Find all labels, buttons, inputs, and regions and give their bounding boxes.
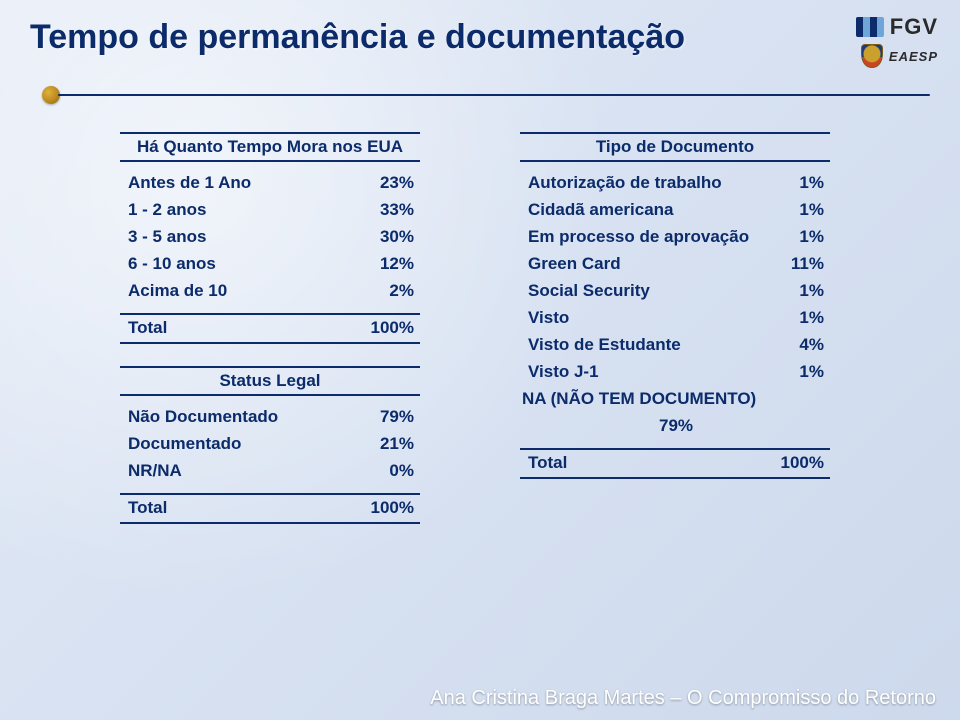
table-row: 6 - 10 anos12% — [120, 251, 420, 278]
col-left: Há Quanto Tempo Mora nos EUA Antes de 1 … — [120, 132, 420, 524]
table-row: Acima de 102% — [120, 278, 420, 305]
totals-status: Total100% — [120, 493, 420, 524]
total-label: Total — [128, 497, 354, 520]
total-row: Total100% — [120, 315, 420, 342]
logo-block: FGV EAESP — [798, 14, 938, 68]
eaesp-text: EAESP — [889, 49, 938, 64]
section-title-tempo: Há Quanto Tempo Mora nos EUA — [120, 132, 420, 162]
cell-label: Não Documentado — [128, 406, 354, 429]
fgv-logo: FGV — [798, 14, 938, 40]
table-row: NR/NA0% — [120, 458, 420, 485]
divider-line — [58, 94, 930, 96]
cell-label: Acima de 10 — [128, 280, 354, 303]
fgv-text: FGV — [890, 14, 938, 40]
col-right: Tipo de Documento Autorização de trabalh… — [520, 132, 830, 479]
cell-value: 30% — [354, 226, 414, 249]
cell-label: Autorização de trabalho — [528, 172, 764, 195]
cell-label: Em processo de aprovação — [528, 226, 764, 249]
total-row: Total100% — [120, 495, 420, 522]
table-row-na-val: 79% — [520, 413, 830, 440]
cell-label: Visto de Estudante — [528, 334, 764, 357]
total-label: Total — [528, 452, 764, 475]
crest-icon — [861, 44, 883, 68]
table-row: Visto de Estudante4% — [520, 332, 830, 359]
cell-label: 6 - 10 anos — [128, 253, 354, 276]
table-row: 3 - 5 anos30% — [120, 224, 420, 251]
table-tempo: Antes de 1 Ano23% 1 - 2 anos33% 3 - 5 an… — [120, 170, 420, 305]
cell-value — [764, 388, 824, 411]
section-title-status: Status Legal — [120, 366, 420, 396]
cell-value: 1% — [764, 307, 824, 330]
cell-label: 1 - 2 anos — [128, 199, 354, 222]
cell-value: 1% — [764, 172, 824, 195]
cell-label: Social Security — [528, 280, 764, 303]
table-row: Antes de 1 Ano23% — [120, 170, 420, 197]
table-row: Autorização de trabalho1% — [520, 170, 830, 197]
table-row: Social Security1% — [520, 278, 830, 305]
table-row: Cidadã americana1% — [520, 197, 830, 224]
cell-value: 79% — [354, 406, 414, 429]
table-row: Visto J-11% — [520, 359, 830, 386]
flag-icon — [856, 17, 884, 37]
slide: Tempo de permanência e documentação FGV … — [0, 0, 960, 720]
cell-label: Documentado — [128, 433, 354, 456]
cell-label: Green Card — [528, 253, 764, 276]
cell-value: 4% — [764, 334, 824, 357]
header: Tempo de permanência e documentação — [30, 18, 800, 57]
table-row: Não Documentado79% — [120, 404, 420, 431]
total-value: 100% — [764, 452, 824, 475]
cell-label: Visto J-1 — [528, 361, 764, 384]
cell-label: NR/NA — [128, 460, 354, 483]
cell-label: 3 - 5 anos — [128, 226, 354, 249]
cell-value: 1% — [764, 280, 824, 303]
page-title: Tempo de permanência e documentação — [30, 18, 800, 57]
cell-value: 1% — [764, 361, 824, 384]
table-row-na: NA (NÃO TEM DOCUMENTO) — [520, 386, 830, 413]
total-value: 100% — [354, 317, 414, 340]
table-row: Visto1% — [520, 305, 830, 332]
total-value: 100% — [354, 497, 414, 520]
cell-value: 23% — [354, 172, 414, 195]
cell-label: Visto — [528, 307, 764, 330]
total-row: Total100% — [520, 450, 830, 477]
cell-value: 11% — [764, 253, 824, 276]
table-row: Em processo de aprovação1% — [520, 224, 830, 251]
table-row: Green Card11% — [520, 251, 830, 278]
cell-value: 79% — [659, 415, 693, 438]
cell-value: 1% — [764, 199, 824, 222]
table-row: 1 - 2 anos33% — [120, 197, 420, 224]
divider — [30, 84, 930, 106]
total-label: Total — [128, 317, 354, 340]
section-title-tipo: Tipo de Documento — [520, 132, 830, 162]
table-tipo: Autorização de trabalho1% Cidadã america… — [520, 170, 830, 439]
cell-value: 12% — [354, 253, 414, 276]
footer-text: Ana Cristina Braga Martes – O Compromiss… — [430, 687, 936, 710]
cell-value: 2% — [354, 280, 414, 303]
cell-value: 0% — [354, 460, 414, 483]
eaesp-logo: EAESP — [798, 44, 938, 68]
table-row: Documentado21% — [120, 431, 420, 458]
cell-label: NA (NÃO TEM DOCUMENTO) — [522, 388, 764, 411]
cell-value: 33% — [354, 199, 414, 222]
cell-value: 1% — [764, 226, 824, 249]
table-status: Não Documentado79% Documentado21% NR/NA0… — [120, 404, 420, 485]
totals-tempo: Total100% — [120, 313, 420, 344]
totals-tipo: Total100% — [520, 448, 830, 479]
cell-value: 21% — [354, 433, 414, 456]
cell-label: Cidadã americana — [528, 199, 764, 222]
cell-label: Antes de 1 Ano — [128, 172, 354, 195]
